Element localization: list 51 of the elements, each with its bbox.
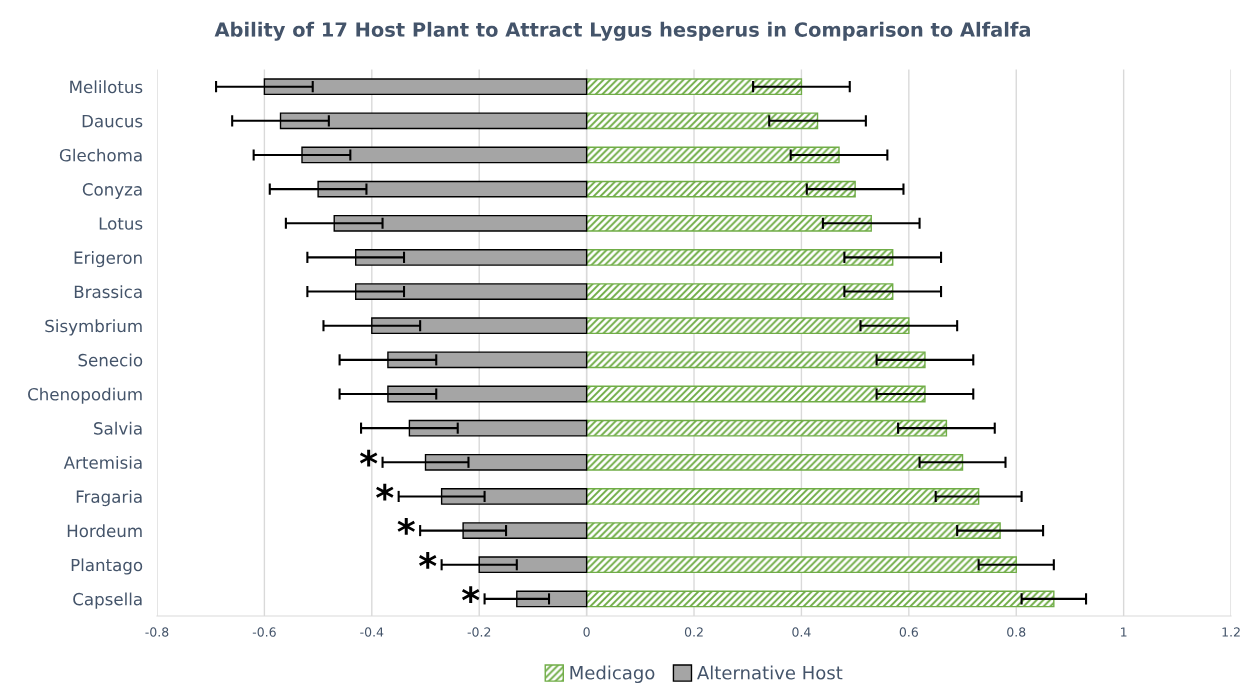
annotation: * xyxy=(461,586,480,603)
bar xyxy=(585,214,872,232)
bar xyxy=(585,385,926,403)
y-tick-label: Hordeum xyxy=(67,524,142,538)
bar xyxy=(585,419,948,437)
bar xyxy=(585,78,803,96)
bar xyxy=(585,453,964,471)
annotation: * xyxy=(419,552,437,569)
y-tick-label: Chenopodium xyxy=(28,387,142,404)
y-tick-label: Senecio xyxy=(78,353,143,367)
chart-title: Ability of 17 Host Plant to Attract Lygus hesperus in Comparison to Alfalfa xyxy=(214,21,1030,41)
x-tick-label: 0.6 xyxy=(899,627,918,637)
bar xyxy=(585,283,894,300)
annotation: * xyxy=(359,449,378,467)
annotation: * xyxy=(397,517,415,535)
x-tick-label: 0.4 xyxy=(792,627,811,637)
y-tick-label: Erigeron xyxy=(74,251,142,268)
annotation: * xyxy=(376,483,394,501)
y-tick-label: Glechoma xyxy=(59,148,142,162)
y-tick-label: Lotus xyxy=(99,217,143,230)
y-tick-label: Brassica xyxy=(74,285,142,299)
x-tick-label: -0.6 xyxy=(252,627,276,637)
x-tick-label: -0.8 xyxy=(145,627,169,637)
y-tick-label: Artemisia xyxy=(63,455,142,469)
x-tick-label: 1.2 xyxy=(1222,627,1240,637)
x-tick-label: -0.4 xyxy=(360,627,384,637)
y-tick-label: Fragaria xyxy=(76,490,142,507)
bar xyxy=(585,488,980,505)
bar xyxy=(585,556,1017,574)
bar xyxy=(585,522,1001,539)
y-tick-label: Conyza xyxy=(82,183,142,199)
y-tick-label: Capsella xyxy=(73,592,142,609)
y-tick-label: Sisymbrium xyxy=(45,319,142,336)
y-tick-label: Plantago xyxy=(71,558,143,575)
bar xyxy=(585,180,856,198)
x-tick-label: 0 xyxy=(583,627,590,637)
bar xyxy=(585,590,1055,608)
bar xyxy=(585,351,926,369)
x-tick-label: 0.2 xyxy=(684,627,703,637)
legend-label: Alternative Host xyxy=(697,665,843,680)
y-tick-label: Daucus xyxy=(82,115,143,128)
y-tick-label: Melilotus xyxy=(70,80,143,94)
x-tick-label: 0.8 xyxy=(1007,627,1026,637)
x-tick-label: 1 xyxy=(1121,627,1127,637)
y-tick-label: Salvia xyxy=(94,421,142,435)
x-tick-label: -0.2 xyxy=(467,627,491,637)
bar xyxy=(585,112,819,130)
bar xyxy=(585,146,840,164)
legend-label: Medicago xyxy=(570,665,655,684)
bar xyxy=(585,317,910,335)
bar xyxy=(585,249,894,266)
